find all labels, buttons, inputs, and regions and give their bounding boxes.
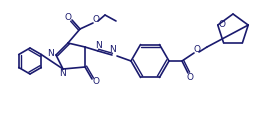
Text: N: N — [96, 41, 102, 51]
Text: N: N — [47, 49, 53, 59]
Text: O: O — [186, 72, 194, 82]
Text: O: O — [218, 20, 225, 29]
Text: N: N — [110, 45, 116, 55]
Text: O: O — [93, 76, 99, 86]
Text: O: O — [93, 16, 99, 24]
Text: N: N — [59, 70, 65, 78]
Text: O: O — [64, 13, 72, 22]
Text: O: O — [194, 45, 200, 55]
